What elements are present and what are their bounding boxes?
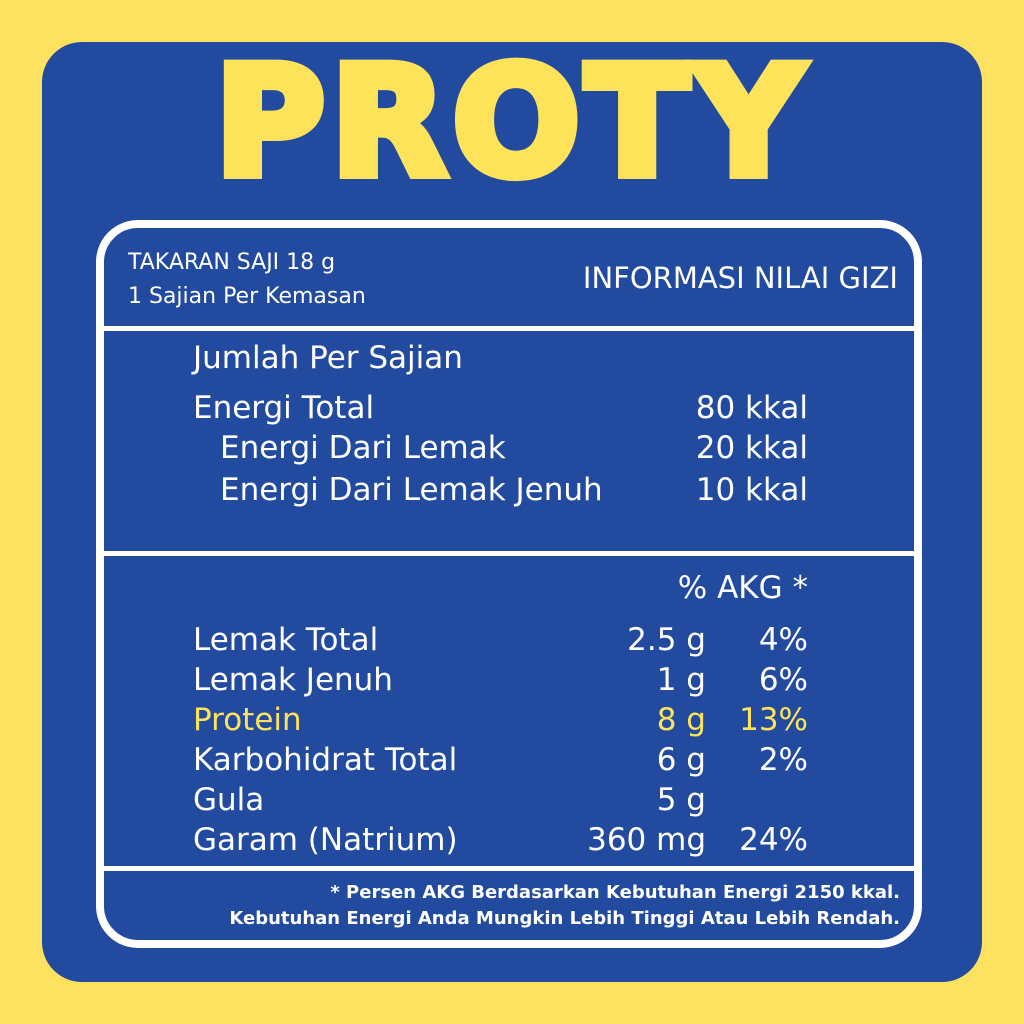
energy-value: 20 kkal	[695, 430, 808, 466]
nutrient-amount: 2.5 g	[627, 622, 706, 658]
nutrient-label: Gula	[193, 782, 265, 818]
servings-per-pack: 1 Sajian Per Kemasan	[128, 284, 366, 309]
energy-value: 10 kkal	[695, 472, 808, 508]
nutrient-label: Karbohidrat Total	[193, 742, 458, 778]
nutrient-amount: 1 g	[656, 662, 706, 698]
divider	[96, 866, 922, 871]
nutrient-label: Protein	[193, 702, 302, 738]
nutrient-label: Garam (Natrium)	[193, 822, 458, 858]
nutrient-akg: 13%	[739, 702, 808, 738]
nutrient-label: Lemak Total	[193, 622, 379, 658]
nutrient-akg: 24%	[739, 822, 808, 858]
nutrient-akg: 2%	[758, 742, 808, 778]
energy-value: 80 kkal	[695, 390, 808, 426]
nutrient-akg: 6%	[758, 662, 808, 698]
footnote: * Persen AKG Berdasarkan Kebutuhan Energ…	[330, 882, 900, 903]
divider	[96, 551, 922, 556]
energy-label: Energi Total	[193, 390, 375, 426]
divider	[96, 326, 922, 331]
footnote: Kebutuhan Energi Anda Mungkin Lebih Ting…	[229, 908, 900, 929]
nutrient-amount: 360 mg	[587, 822, 706, 858]
nutrient-akg: 4%	[758, 622, 808, 658]
energy-label: Energi Dari Lemak Jenuh	[220, 472, 603, 508]
akg-header: % AKG *	[677, 570, 808, 606]
nutrient-label: Lemak Jenuh	[193, 662, 393, 698]
label-panel	[42, 42, 982, 982]
panel-title: INFORMASI NILAI GIZI	[582, 261, 898, 295]
nutrient-amount: 5 g	[656, 782, 706, 818]
serving-size: TAKARAN SAJI 18 g	[128, 250, 336, 275]
energy-heading: Jumlah Per Sajian	[193, 340, 463, 376]
brand-logo: PROTY	[210, 36, 809, 210]
nutrient-amount: 8 g	[656, 702, 706, 738]
nutrient-amount: 6 g	[656, 742, 706, 778]
nutrition-facts-box	[96, 220, 922, 948]
energy-label: Energi Dari Lemak	[220, 430, 506, 466]
